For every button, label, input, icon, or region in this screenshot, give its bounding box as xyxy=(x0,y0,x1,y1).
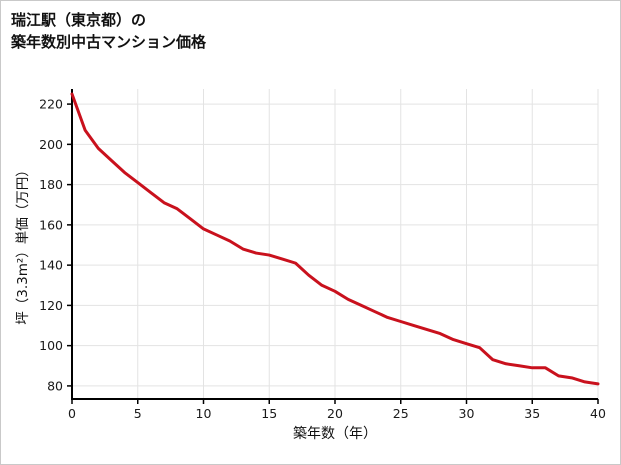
chart-title-line-2: 築年数別中古マンション価格 xyxy=(11,33,207,51)
y-axis-label: 坪（3.3m²）単価（万円） xyxy=(15,163,31,325)
svg-text:30: 30 xyxy=(459,406,475,421)
line-chart-plot-area: 80 100 120 140 160 180 200 220 0 5 10 15 20 25 30 35 40 xyxy=(39,89,606,421)
chart-title: 瑞江駅（東京都）の 築年数別中古マンション価格 xyxy=(11,9,206,53)
svg-text:220: 220 xyxy=(39,97,63,112)
svg-text:120: 120 xyxy=(39,298,63,313)
svg-text:40: 40 xyxy=(590,406,606,421)
svg-text:5: 5 xyxy=(134,406,142,421)
svg-text:180: 180 xyxy=(39,177,63,192)
svg-text:140: 140 xyxy=(39,258,63,273)
svg-text:0: 0 xyxy=(68,406,76,421)
svg-text:200: 200 xyxy=(39,137,63,152)
x-axis-label: 築年数（年） xyxy=(293,426,377,442)
svg-text:100: 100 xyxy=(39,338,63,353)
svg-text:80: 80 xyxy=(47,378,63,393)
svg-text:15: 15 xyxy=(261,406,277,421)
svg-text:160: 160 xyxy=(39,217,63,232)
chart-title-line-1: 瑞江駅（東京都）の xyxy=(11,11,147,29)
svg-text:35: 35 xyxy=(524,406,540,421)
svg-text:10: 10 xyxy=(196,406,212,421)
svg-text:20: 20 xyxy=(327,406,343,421)
svg-text:25: 25 xyxy=(393,406,409,421)
